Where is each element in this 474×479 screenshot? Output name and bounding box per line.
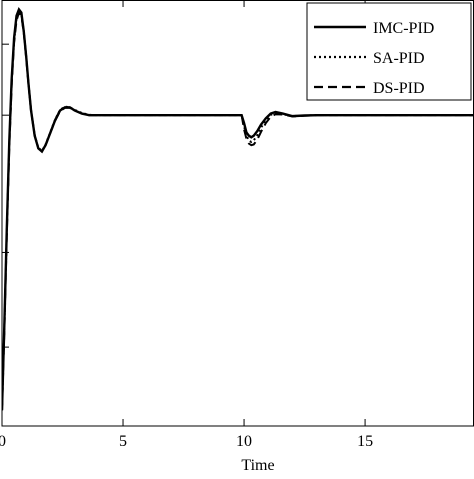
legend-label-imc-pid: IMC-PID [373, 20, 434, 37]
x-tick-label: 10 [236, 433, 252, 450]
x-tick-label: 0 [0, 433, 6, 450]
legend: IMC-PID SA-PID DS-PID [306, 2, 472, 101]
x-tick-label: 15 [357, 433, 373, 450]
legend-label-sa-pid: SA-PID [373, 50, 425, 67]
legend-label-ds-pid: DS-PID [373, 80, 425, 97]
x-tick-label: 5 [119, 433, 127, 450]
series-line-ds-pid [2, 10, 474, 411]
x-axis-label: Time [241, 457, 274, 474]
legend-box [306, 2, 472, 101]
plot-area [2, 7, 474, 411]
